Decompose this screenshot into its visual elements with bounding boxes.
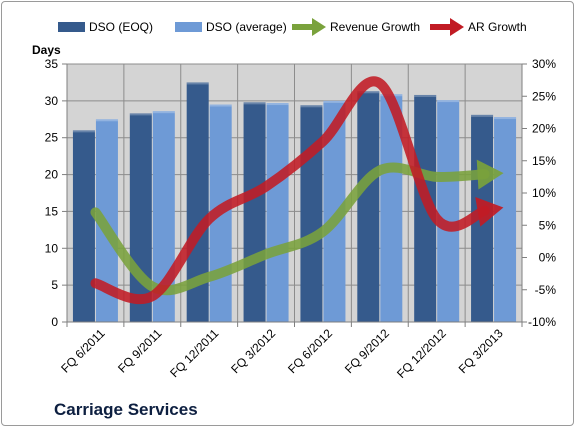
x-tick-label: FQ 3/2012 — [228, 326, 278, 376]
y-tick-label: 25 — [45, 131, 59, 145]
revenue-growth-arrowhead — [476, 159, 504, 190]
bar-dso-average — [437, 100, 460, 323]
bar-highlight — [266, 103, 289, 106]
y2-tick-label: 20% — [532, 122, 556, 136]
bar-dso-eoq — [243, 102, 266, 323]
y-tick-label: 0 — [51, 315, 58, 329]
y2-tick-label: 30% — [532, 57, 556, 71]
y2-tick-label: 10% — [532, 186, 556, 200]
legend-swatch — [175, 22, 202, 32]
y-tick-label: 10 — [45, 241, 59, 255]
company-name: Carriage Services — [54, 400, 198, 419]
bar-highlight — [209, 104, 232, 107]
bar-highlight — [129, 113, 152, 116]
bar-highlight — [494, 117, 517, 120]
x-tick-label: FQ 12/2012 — [394, 326, 449, 381]
growth-arrows — [90, 76, 504, 305]
y2-tick-label: 5% — [539, 218, 557, 232]
bar-highlight — [471, 114, 494, 117]
x-tick-label: FQ 3/2013 — [456, 326, 506, 376]
bar-highlight — [95, 119, 118, 122]
bar-dso-eoq — [186, 82, 209, 322]
y-tick-label: 35 — [45, 57, 59, 71]
legend-swatch — [58, 22, 85, 32]
y2-tick-label: -10% — [528, 315, 556, 329]
bar-highlight — [300, 105, 323, 108]
legend-arrowhead — [450, 18, 464, 36]
legend-arrowhead — [312, 18, 326, 36]
y-tick-label: 20 — [45, 168, 59, 182]
bar-highlight — [186, 82, 209, 85]
legend-label: AR Growth — [468, 20, 527, 34]
bar-highlight — [72, 130, 95, 133]
legend-label: DSO (EOQ) — [89, 20, 153, 34]
y2-tick-label: 0% — [539, 251, 557, 265]
y2-tick-label: 25% — [532, 89, 556, 103]
x-tick-label: FQ 6/2012 — [285, 326, 335, 376]
bar-dso-average — [323, 100, 346, 322]
x-tick-label: FQ 9/2012 — [342, 326, 392, 376]
y-tick-label: 5 — [51, 278, 58, 292]
ar-growth-line — [90, 76, 490, 305]
bar-highlight — [152, 111, 175, 114]
bar-highlight — [414, 94, 437, 97]
legend: DSO (EOQ) DSO (average) Revenue Growth AR G… — [58, 18, 527, 36]
legend-label: Revenue Growth — [330, 20, 420, 34]
bar-dso-eoq — [300, 105, 323, 322]
revenue-growth-line — [90, 162, 490, 296]
bar-series — [72, 82, 517, 323]
bar-dso-eoq — [129, 113, 152, 322]
y2-tick-label: -5% — [535, 283, 557, 297]
x-tick-label: FQ 12/2011 — [167, 326, 221, 380]
y-axis-title: Days — [32, 43, 61, 57]
ar-growth-arrowhead — [475, 197, 504, 227]
x-tick-label: FQ 9/2011 — [115, 326, 165, 376]
x-tick-label: FQ 6/2011 — [58, 326, 108, 376]
y-tick-label: 15 — [45, 204, 59, 218]
bar-dso-eoq — [357, 91, 380, 322]
y-tick-label: 30 — [45, 94, 59, 108]
bar-highlight — [437, 100, 460, 103]
y2-tick-label: 15% — [532, 154, 556, 168]
bar-dso-average — [380, 94, 403, 322]
bar-dso-eoq — [72, 130, 95, 322]
legend-label: DSO (average) — [206, 20, 287, 34]
bar-dso-average — [494, 117, 517, 323]
bar-highlight — [357, 91, 380, 94]
bar-highlight — [323, 100, 346, 103]
bar-dso-average — [266, 103, 289, 322]
bar-highlight — [243, 102, 266, 105]
